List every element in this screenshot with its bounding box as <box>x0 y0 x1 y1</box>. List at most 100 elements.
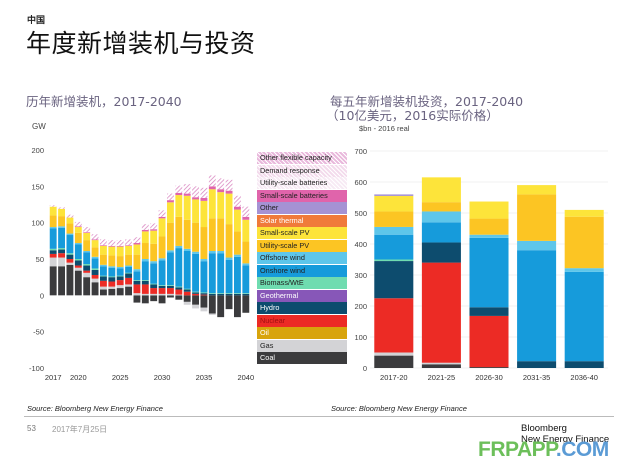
left-chart-bar-segment-utility-scale-pv-2036 <box>208 218 216 252</box>
legend-item-solar-thermal: Solar thermal <box>257 214 347 227</box>
left-chart-bar-segment-offshore-wind-2023 <box>100 264 107 267</box>
left-chart-bar-segment-small-scale-pv-2031 <box>167 202 174 223</box>
left-chart-bar-segment-onshore-wind-2030 <box>158 260 166 286</box>
left-chart-bar-segment-onshore-wind-2028 <box>141 261 149 281</box>
left-chart-bar-segment-onshore-wind-2022 <box>91 258 99 269</box>
left-chart-bar-segment-utility-scale-pv-2017 <box>49 215 57 228</box>
left-chart-bar-segment-offshore-wind-2019 <box>66 233 74 236</box>
left-chart-bar-segment-utility-scale-pv-2021 <box>83 240 91 252</box>
left-chart-bar-segment-small-scale-batteries-2028 <box>141 229 149 232</box>
left-chart-bar-segment-demand-response-2020 <box>74 224 82 227</box>
legend-item-oil: Oil <box>257 327 347 339</box>
right-chart-bar-segment-nuclear-2026-30 <box>469 315 509 368</box>
left-chart-bar-segment-hydro-2035 <box>200 293 208 295</box>
left-chart-bar-segment-onshore-wind-2021 <box>83 252 91 265</box>
left-chart-bar-segment-biomass-wte-2031 <box>167 285 174 286</box>
left-chart-bar-segment-onshore-wind-2025 <box>116 268 124 276</box>
left-chart-bar-segment-other-flexible-capacity-2033 <box>183 184 191 190</box>
left-chart-bar-segment-onshore-wind-2029 <box>150 263 158 284</box>
page-date: 2017年7月25日 <box>52 425 108 434</box>
left-chart-bar-segment-offshore-wind-2020 <box>74 243 82 245</box>
right-chart-bar-segment-hydro-2026-30 <box>469 307 509 316</box>
left-chart-bar-segment-offshore-wind-2022 <box>91 256 99 259</box>
left-chart-bar-segment-hydro-2025 <box>116 276 124 281</box>
left-chart-bar-segment-offshore-wind-2024 <box>108 266 116 268</box>
left-chart-bar-segment-small-scale-pv-2022 <box>91 240 99 248</box>
left-chart-bar-segment-other-flexible-capacity-2034 <box>192 186 199 193</box>
left-chart-bar-segment-demand-response-2038 <box>225 186 233 191</box>
left-chart-bar-segment-gas-2019 <box>66 262 74 265</box>
left-chart-bar-segment-demand-response-2017 <box>49 205 57 207</box>
left-chart-bar-segment-coal-2027 <box>133 295 141 303</box>
left-chart-bar-segment-coal-2029 <box>150 295 158 302</box>
left-chart-bar-segment-coal-2020 <box>74 270 82 296</box>
left-chart-bar-segment-hydro-2033 <box>183 289 191 292</box>
right-chart-bar-segment-nuclear-2021-25 <box>421 262 461 363</box>
left-chart-bar-segment-hydro-2019 <box>66 254 74 259</box>
left-chart-bar-segment-gas-2024 <box>108 286 116 289</box>
right-chart-y-tick-label: 100 <box>354 333 367 342</box>
left-chart-bar-segment-other-flexible-capacity-2026 <box>125 239 132 243</box>
left-chart-bar-segment-gas-2026 <box>125 284 132 287</box>
left-chart-bar-segment-biomass-wte-2030 <box>158 285 166 286</box>
legend-item-geothermal: Geothermal <box>257 289 347 302</box>
left-chart-bar-segment-onshore-wind-2027 <box>133 271 141 281</box>
left-chart-bar-segment-onshore-wind-2040 <box>242 265 250 294</box>
left-chart-bar-segment-hydro-2018 <box>58 249 65 254</box>
left-chart-bar-segment-offshore-wind-2028 <box>141 259 149 262</box>
left-chart-bar-segment-nuclear-2034 <box>192 293 199 296</box>
left-chart-bar-segment-nuclear-2035 <box>200 294 208 296</box>
left-chart-bar-segment-other-flexible-capacity-2017 <box>49 205 57 206</box>
left-chart-bar-segment-utility-scale-pv-2037 <box>217 218 225 252</box>
left-chart-bar-segment-offshore-wind-2033 <box>183 248 191 252</box>
left-chart-bar-segment-offshore-wind-2021 <box>83 251 91 253</box>
left-chart-bar-segment-biomass-wte-2034 <box>192 291 199 293</box>
right-chart-bar-segment-coal-2026-30 <box>469 367 509 368</box>
left-chart-bar-segment-coal-2019 <box>66 264 74 296</box>
left-chart-bar-segment-offshore-wind-2040 <box>242 263 250 266</box>
left-chart-bar-segment-small-scale-batteries-2029 <box>150 229 158 231</box>
left-chart-bar-segment-demand-response-2037 <box>217 184 225 190</box>
left-chart-bar-segment-gas-2025 <box>116 285 124 289</box>
left-chart-bar-segment-gas-2020 <box>74 267 82 271</box>
page-number: 53 <box>27 424 36 433</box>
right-chart-x-tick-label: 2026-30 <box>475 373 503 382</box>
left-chart-bar-segment-utility-scale-pv-2031 <box>167 222 174 251</box>
left-chart-bar-segment-coal-2034 <box>192 295 199 305</box>
left-chart-bar-segment-biomass-wte-2017 <box>49 248 57 251</box>
left-chart-bar-segment-other-flexible-capacity-2025 <box>116 240 124 244</box>
left-chart-bar-segment-offshore-wind-2032 <box>175 245 183 249</box>
legend-item-nuclear: Nuclear <box>257 314 347 327</box>
legend-item-small-scale-batteries: Small-scale batteries <box>257 189 347 202</box>
left-chart-bar-segment-demand-response-2024 <box>108 243 116 246</box>
right-chart-bar-segment-biomass-wte-2017-20 <box>374 259 414 262</box>
left-chart-bar-segment-utility-scale-pv-2029 <box>150 243 158 262</box>
left-chart-bar-segment-small-scale-pv-2025 <box>116 246 124 257</box>
legend-item-gas: Gas <box>257 339 347 352</box>
left-chart-bar-segment-small-scale-batteries-2031 <box>167 200 174 203</box>
left-chart-bar-segment-small-scale-batteries-2020 <box>74 226 82 228</box>
legend-item-onshore-wind: Onshore wind <box>257 264 347 277</box>
left-chart-bar-segment-small-scale-batteries-2022 <box>91 239 99 241</box>
left-chart-bar-segment-gas-2034 <box>192 304 199 309</box>
left-chart-bar-segment-demand-response-2039 <box>234 202 241 207</box>
left-chart-bar-segment-coal-2035 <box>200 295 208 308</box>
left-chart-bar-segment-demand-response-2033 <box>183 189 191 194</box>
left-chart-bar-segment-offshore-wind-2025 <box>116 266 124 269</box>
left-chart-bar-segment-onshore-wind-2026 <box>125 266 132 273</box>
left-chart-bar-segment-hydro-2038 <box>225 293 233 296</box>
left-chart-bar-segment-nuclear-2022 <box>91 274 99 279</box>
left-chart-bar-segment-small-scale-batteries-2023 <box>100 245 107 246</box>
left-chart-bar-segment-hydro-2021 <box>83 265 91 271</box>
left-chart-bar-segment-other-flexible-capacity-2039 <box>234 195 241 203</box>
left-chart-bar-segment-hydro-2031 <box>167 285 174 289</box>
left-chart-bar-segment-nuclear-2033 <box>183 291 191 296</box>
left-chart-bar-segment-small-scale-pv-2017 <box>49 206 57 216</box>
left-chart-bar-segment-small-scale-pv-2020 <box>74 227 82 233</box>
legend-item-utility-scale-batteries: Utility-scale batteries <box>257 177 347 189</box>
left-chart-bar-segment-small-scale-pv-2028 <box>141 231 149 244</box>
right-chart-bar-segment-utility-scale-pv-2031-35 <box>517 194 557 241</box>
right-chart-bar-segment-onshore-wind-2021-25 <box>421 222 461 243</box>
